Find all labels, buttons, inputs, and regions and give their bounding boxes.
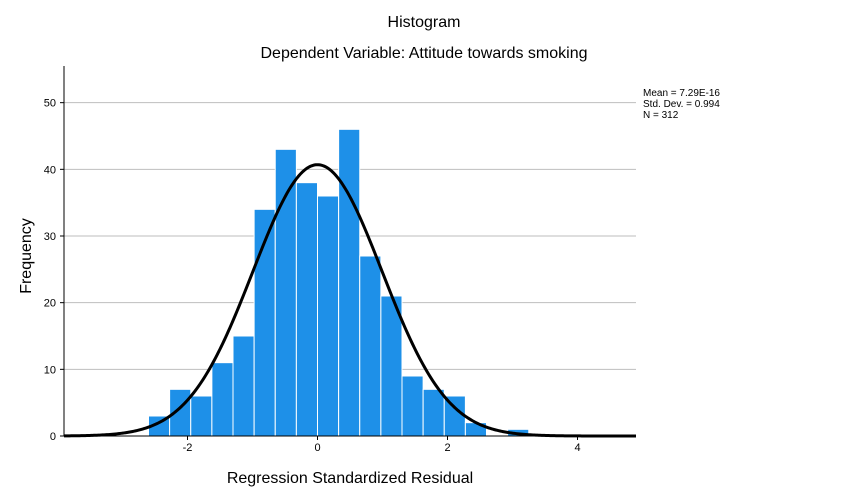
stats-mean: Mean = 7.29E-16 [643,88,720,99]
x-tick-label: 2 [444,442,450,454]
stats-n: N = 312 [643,110,679,121]
histogram-bar [359,255,382,437]
chart-subtitle: Dependent Variable: Attitude towards smo… [260,45,587,62]
y-tick-label: 30 [44,231,56,243]
histogram-bar [422,388,445,437]
normal-curve [63,163,636,438]
y-axis-label: Frequency [18,218,35,294]
y-tick-label: 0 [50,431,56,443]
x-tick-label: 4 [574,442,580,454]
histogram-bar [211,362,234,437]
y-tick-label: 40 [44,164,56,176]
histogram-bar [317,195,340,437]
histogram-bar [338,128,361,437]
x-axis-label: Regression Standardized Residual [227,470,473,487]
stats-legend: Mean = 7.29E-16 Std. Dev. = 0.994 N = 31… [643,88,720,121]
y-tick-label: 10 [44,364,56,376]
stats-std-dev: Std. Dev. = 0.994 [643,99,720,110]
histogram-bar [190,395,213,437]
histogram-bar [401,375,424,437]
y-tick-label: 50 [44,98,56,110]
axes [63,66,636,437]
x-tick-label: -2 [183,442,193,454]
histogram-bar [295,182,318,437]
normal-curve-layer [63,163,636,438]
histogram-bar [232,335,255,437]
x-tick-label: 0 [314,442,320,454]
bars [148,128,530,437]
histogram-bar [274,148,297,437]
y-tick-label: 20 [44,298,56,310]
tick-labels: 0 10 20 30 40 50 -2 0 2 4 [44,98,581,454]
chart-title: Histogram [388,14,461,31]
